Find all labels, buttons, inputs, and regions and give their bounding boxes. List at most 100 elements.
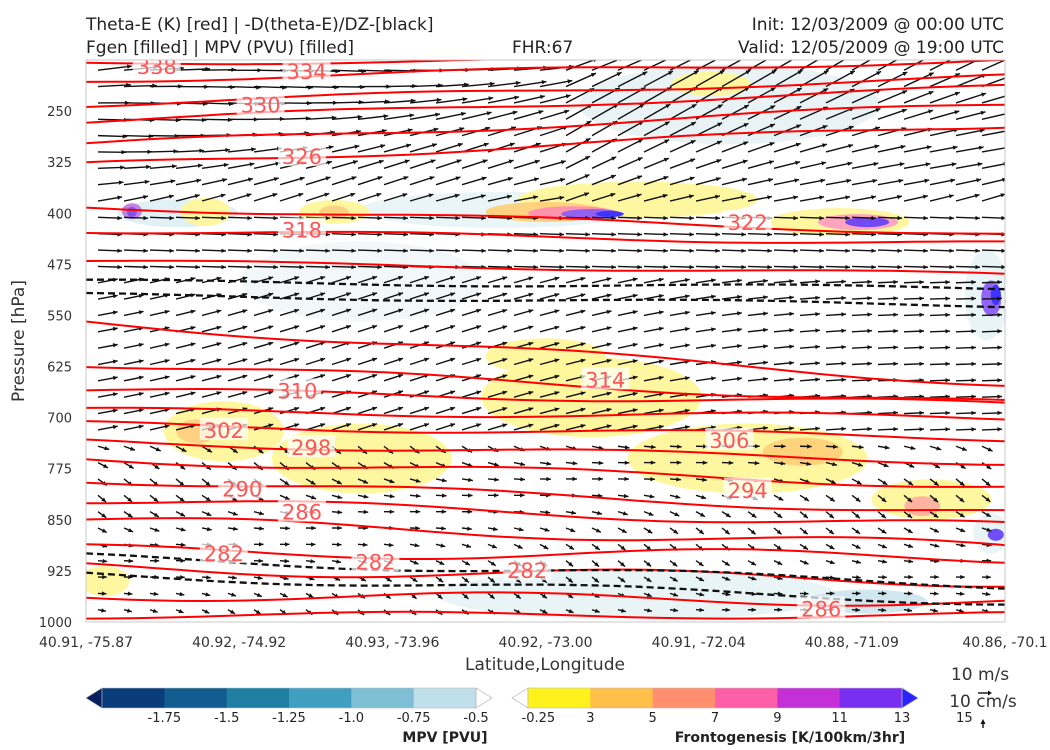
wind-vector-head — [247, 248, 252, 253]
wind-vector-head — [273, 215, 278, 221]
wind-vector-head — [637, 232, 642, 237]
wind-vector-head — [770, 87, 776, 92]
wind-vector-head — [881, 529, 887, 534]
wind-vector — [201, 149, 230, 153]
wind-vector-head — [415, 478, 421, 483]
wind-vector-head — [580, 407, 586, 412]
wind-vector — [773, 105, 802, 120]
wind-vector-head — [675, 494, 681, 499]
wind-vector-head — [268, 341, 274, 346]
wind-vector-head — [933, 608, 938, 613]
colorbar-segment — [413, 688, 477, 708]
wind-vector-head — [476, 357, 482, 363]
wind-vector-head — [232, 496, 238, 501]
wind-vector-head — [620, 577, 626, 583]
wind-vector-head — [268, 276, 274, 281]
wind-vector-head — [646, 577, 652, 582]
wind-vector-head — [741, 177, 747, 182]
wind-vector-head — [249, 162, 255, 167]
stability-contour — [86, 278, 1005, 291]
wind-vector-head — [429, 176, 435, 181]
wind-vector-head — [463, 594, 469, 599]
wind-vector-head — [971, 280, 976, 285]
wind-vector — [123, 134, 154, 138]
wind-vector-head — [294, 325, 300, 330]
wind-vector — [851, 144, 880, 153]
wind-vector-head — [1008, 56, 1013, 60]
wind-vector-head — [483, 142, 489, 147]
wind-vector-head — [586, 121, 592, 126]
wind-vector-head — [268, 358, 274, 363]
colorbar-frame — [527, 687, 903, 709]
wind-vector-head — [585, 138, 591, 143]
wind-vector-head — [424, 390, 430, 395]
wind-vector-head — [997, 296, 1002, 301]
wind-vector — [721, 141, 749, 153]
wind-vector-head — [777, 560, 783, 565]
wind-vector-head — [559, 232, 564, 237]
wind-vector-head — [351, 176, 357, 181]
wind-vector-head — [256, 592, 262, 597]
wind-vector-head — [829, 513, 834, 519]
wind-vector-head — [632, 326, 638, 331]
wind-vector-head — [690, 122, 696, 127]
wind-vector-head — [336, 559, 342, 564]
wind-vector-head — [881, 513, 886, 519]
wind-vector-head — [308, 593, 314, 598]
wind-vector-head — [597, 510, 602, 516]
wind-vector-head — [849, 70, 855, 75]
wind-vector-head — [721, 54, 726, 58]
wind-vector-head — [741, 248, 746, 253]
contour-label-bg — [723, 210, 772, 233]
wind-vector-head — [1002, 177, 1005, 182]
shaded-blob — [904, 496, 941, 517]
wind-vector-head — [796, 106, 802, 111]
wind-vector-head — [619, 60, 622, 62]
wind-vector-head — [976, 178, 982, 183]
wind-vector-head — [789, 311, 794, 317]
wind-vector-head — [985, 481, 991, 486]
wind-vector-head — [242, 325, 248, 330]
wind-vector-head — [528, 390, 534, 396]
wind-vector-head — [658, 408, 664, 413]
wind-vector-head — [528, 276, 534, 281]
wind-vector-head — [794, 178, 800, 183]
wind-vector — [929, 146, 958, 153]
wind-vector-head — [850, 53, 855, 57]
wind-vector-head — [855, 607, 861, 613]
wind-vector-head — [180, 575, 185, 580]
y-tick-label: 325 — [47, 156, 72, 171]
wind-vector-head — [997, 410, 1002, 416]
wind-vector-head — [285, 526, 290, 531]
wind-vector-head — [871, 215, 876, 221]
wind-vector-head — [981, 92, 987, 97]
wind-vector-head — [377, 264, 382, 270]
wind-vector-head — [689, 215, 694, 221]
wind-vector-head — [268, 374, 274, 379]
y-tick-label: 475 — [47, 258, 72, 273]
wind-vector-head — [206, 511, 212, 516]
wind-vector-head — [975, 215, 980, 221]
wind-vector-head — [945, 312, 950, 318]
wind-vector-head — [741, 195, 746, 200]
wind-vector-head — [424, 275, 430, 281]
wind-vector — [591, 60, 620, 71]
contour-label-bg — [351, 549, 400, 572]
wind-vector-head — [1001, 248, 1005, 253]
wind-vector-head — [667, 71, 673, 76]
wind-vector-head — [986, 464, 992, 470]
wind-vector-head — [997, 378, 1002, 383]
wind-vector-head — [207, 448, 213, 453]
wind-vector — [175, 68, 211, 71]
wind-vector-head — [138, 342, 144, 348]
wind-vector-head — [528, 325, 534, 330]
wind-vector-head — [127, 64, 132, 69]
wind-vector-head — [546, 461, 552, 466]
wind-vector-head — [112, 294, 118, 299]
wind-vector-head — [823, 70, 829, 75]
wind-vector-head — [867, 361, 872, 366]
wind-vector — [851, 126, 881, 137]
wind-vector-head — [320, 325, 326, 330]
wind-vector-head — [554, 423, 560, 428]
wind-vector-head — [897, 248, 902, 253]
